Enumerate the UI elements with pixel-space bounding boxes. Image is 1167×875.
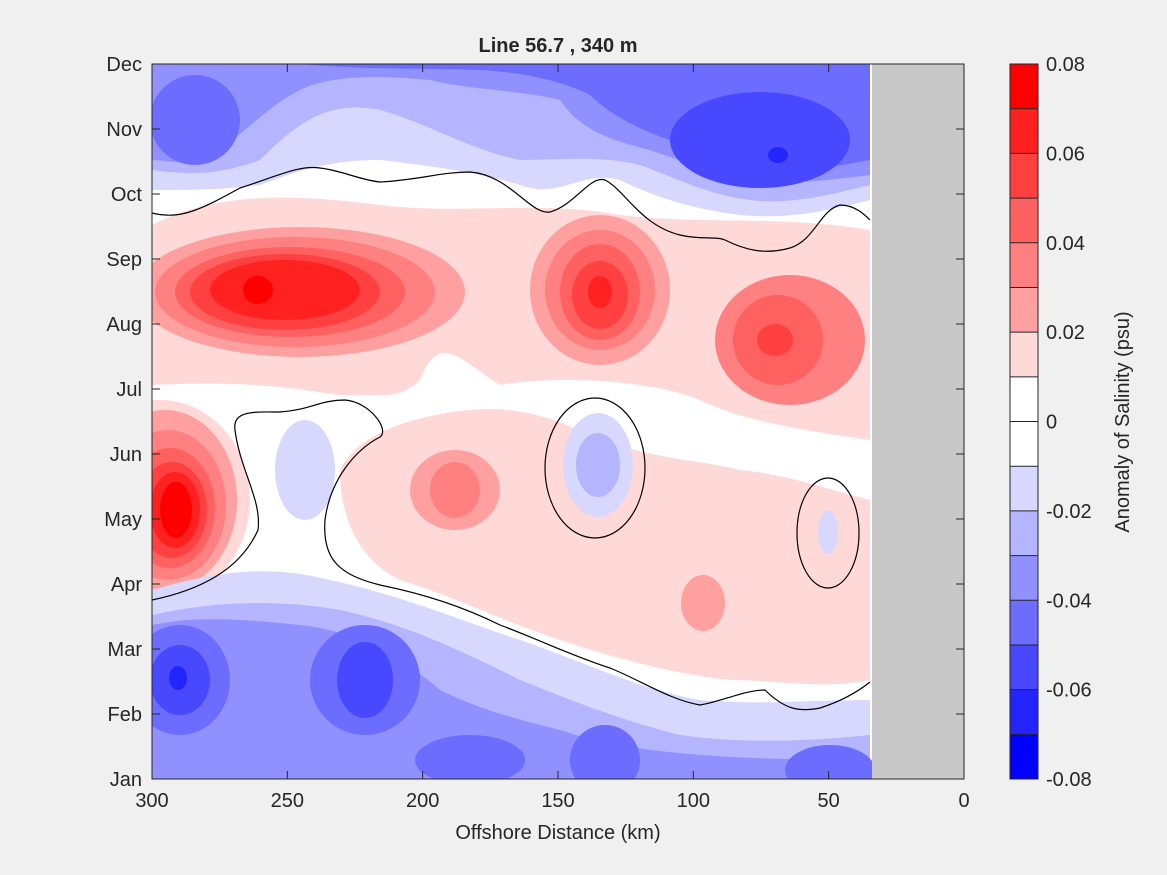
x-tick-label: 250: [271, 790, 304, 812]
contour-neg-peak-225: [337, 642, 393, 718]
contour-pos-peak-70: [757, 324, 793, 356]
x-axis-label: Offshore Distance (km): [455, 822, 660, 844]
colorbar-segment: [1010, 64, 1038, 110]
colorbar-segment: [1010, 153, 1038, 199]
y-tick-label: Nov: [106, 119, 142, 141]
x-tick-label: 300: [135, 790, 168, 812]
contour-neg-pocket-50: [818, 510, 838, 554]
y-tick-label: Jun: [110, 444, 142, 466]
y-tick-label: Apr: [111, 574, 142, 596]
contour-neg-core-70: [670, 92, 850, 188]
x-tick-label: 0: [958, 790, 969, 812]
contour-neg-core-50: [785, 745, 875, 779]
colorbar-tick-label: -0.04: [1046, 590, 1092, 612]
colorbar-tick-label: 0: [1046, 412, 1057, 434]
plot-area: [152, 64, 964, 779]
contour-neg-pocket-220: [275, 420, 335, 520]
colorbar-tick-label: -0.08: [1046, 769, 1092, 791]
colorbar-label: Anomaly of Salinity (psu): [1112, 311, 1134, 532]
colorbar-frame: [1009, 63, 1039, 780]
colorbar-segment: [1010, 108, 1038, 154]
zero-contour-ring-133: [544, 397, 646, 539]
contour-neg-core-190: [415, 735, 525, 779]
colorbar-segment: [1010, 689, 1038, 735]
y-tick-label: Feb: [108, 704, 142, 726]
contour-neg-core-135: [570, 725, 640, 779]
colorbar: 0.08 0.06 0.04 0.02 0 -0.02 -0.04 -0.06 -0.08: [1009, 54, 1092, 791]
colorbar-segment: [1010, 555, 1038, 601]
colorbar-tick-label: 0.06: [1046, 143, 1085, 165]
y-tick-label: Jan: [110, 769, 142, 791]
colorbar-segment: [1010, 287, 1038, 333]
colorbar-tick-label: -0.06: [1046, 680, 1092, 702]
contour-pos-peak-262: [243, 276, 273, 304]
y-tick-label: Jul: [116, 379, 142, 401]
y-axis: Jan Feb Mar Apr May Jun Jul Aug Sep Oct Nov Dec: [104, 54, 964, 791]
contour-neg-core-280: [152, 75, 240, 165]
contour-pos-core-95: [681, 575, 725, 631]
zero-contour-spring: [152, 399, 871, 711]
colorbar-tick-label: -0.02: [1046, 501, 1092, 523]
contour-field: [152, 64, 875, 779]
colorbar-tick-label: 0.02: [1046, 322, 1085, 344]
contour-neg-peak-70: [768, 147, 788, 163]
colorbar-segment: [1010, 242, 1038, 288]
x-axis: 300 250 200 150 100 50 0: [135, 64, 970, 812]
zero-contour-lines: [152, 166, 871, 711]
zero-contour-ring-50: [796, 477, 860, 589]
no-data-region: [871, 64, 964, 779]
colorbar-segment: [1010, 600, 1038, 646]
x-tick-label: 150: [541, 790, 574, 812]
y-tick-label: Aug: [106, 314, 142, 336]
x-tick-label: 100: [677, 790, 710, 812]
colorbar-segment: [1010, 466, 1038, 512]
contour-pos-peak-135: [588, 276, 612, 308]
colorbar-segment: [1010, 644, 1038, 691]
contour-neg-peak-290: [169, 666, 187, 690]
contour-pos-core-190: [430, 462, 480, 518]
y-tick-label: Mar: [108, 639, 143, 661]
y-tick-label: Dec: [106, 54, 142, 76]
colorbar-tick-label: 0.08: [1046, 54, 1085, 76]
x-tick-label: 200: [406, 790, 439, 812]
y-tick-label: Oct: [111, 184, 143, 206]
colorbar-segment: [1010, 332, 1038, 378]
zero-contour-autumn: [152, 166, 871, 252]
colorbar-segment: [1010, 421, 1038, 467]
y-tick-label: May: [104, 509, 142, 531]
colorbar-segment: [1010, 376, 1038, 422]
colorbar-segment: [1010, 734, 1038, 780]
y-tick-label: Sep: [106, 249, 142, 271]
contour-pos-core-250: [210, 260, 360, 320]
colorbar-segment: [1010, 510, 1038, 557]
colorbar-tick-label: 0.04: [1046, 233, 1085, 255]
colorbar-segment: [1010, 198, 1038, 244]
contour-pos-peak-290: [160, 482, 192, 538]
chart-title: Line 56.7 , 340 m: [479, 35, 638, 57]
x-tick-label: 50: [818, 790, 840, 812]
contour-neg-pocket-133: [576, 433, 620, 497]
